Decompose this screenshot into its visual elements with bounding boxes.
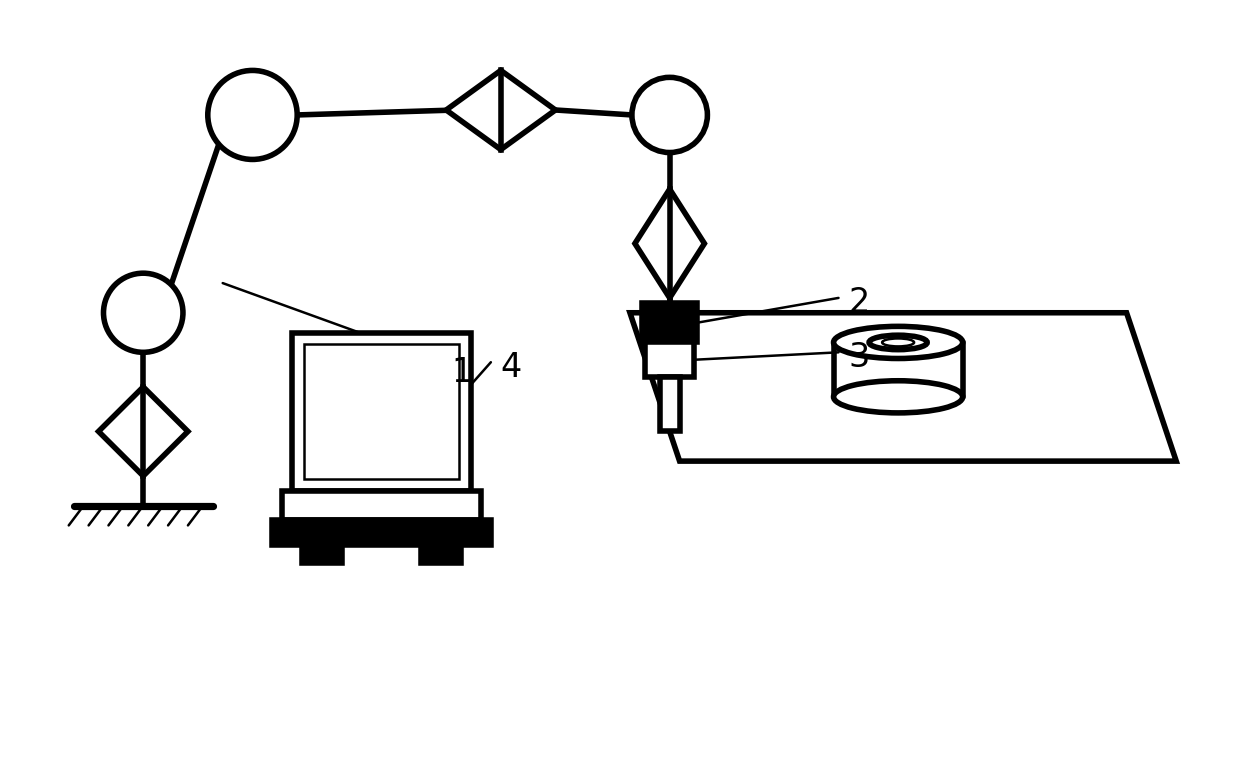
Polygon shape bbox=[98, 387, 188, 476]
Text: 3: 3 bbox=[848, 341, 869, 374]
Polygon shape bbox=[635, 189, 704, 298]
Ellipse shape bbox=[882, 338, 914, 347]
Text: 2: 2 bbox=[848, 287, 869, 319]
Bar bbox=[642, 303, 697, 342]
Bar bbox=[293, 332, 471, 491]
Polygon shape bbox=[630, 312, 1177, 461]
Text: 4: 4 bbox=[501, 351, 522, 383]
Bar bbox=[660, 377, 680, 431]
Polygon shape bbox=[446, 70, 556, 149]
Ellipse shape bbox=[833, 381, 962, 413]
Bar bbox=[304, 344, 459, 479]
Bar bbox=[645, 342, 694, 377]
Circle shape bbox=[103, 274, 184, 352]
Circle shape bbox=[208, 70, 298, 159]
Ellipse shape bbox=[833, 326, 962, 358]
Bar bbox=[283, 491, 481, 520]
Text: 1: 1 bbox=[451, 356, 472, 389]
Bar bbox=[303, 545, 342, 563]
Bar bbox=[422, 545, 461, 563]
Bar bbox=[273, 520, 491, 545]
Circle shape bbox=[632, 78, 707, 152]
Ellipse shape bbox=[869, 335, 928, 350]
